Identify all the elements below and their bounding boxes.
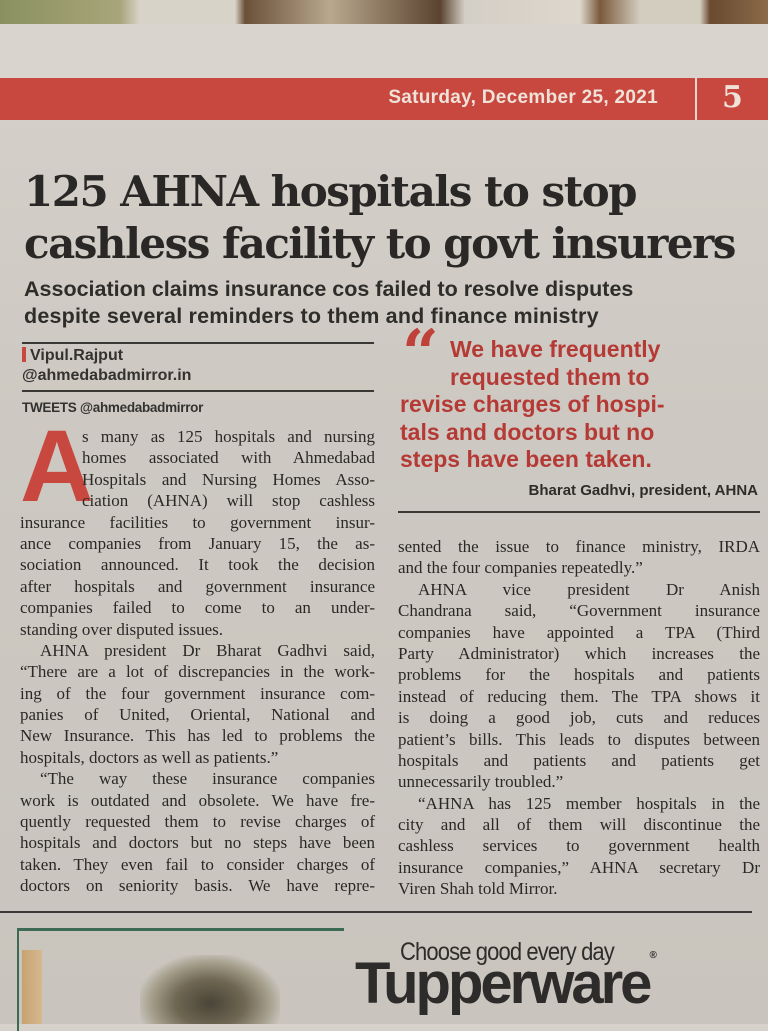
text-line: and the four companies repeatedly.” bbox=[398, 558, 643, 578]
pull-quote-line: steps have been taken. bbox=[400, 446, 652, 472]
ad-brand-logo: Tupperware® bbox=[355, 950, 657, 1017]
drop-cap: A bbox=[20, 409, 94, 523]
text-line: AHNA president Dr Bharat Gadhvi said, bbox=[40, 640, 375, 660]
paragraph: AHNA president Dr Bharat Gadhvi said, “Th… bbox=[20, 640, 375, 768]
pull-quote: We have frequently requested them to rev… bbox=[400, 336, 765, 474]
paragraph: AHNA vice president Dr Anish Chandrana sa… bbox=[398, 579, 760, 793]
photo-strip-above-page bbox=[0, 0, 768, 24]
ad-image-frame bbox=[17, 928, 344, 1031]
text-line: problems for the hospitals and patients bbox=[398, 665, 760, 685]
text-line: AHNA vice president Dr Anish bbox=[418, 579, 760, 599]
text-line: Hospitals and Nursing Homes Asso- bbox=[82, 469, 375, 489]
article-column-right: sented the issue to finance ministry, IR… bbox=[398, 536, 760, 900]
pull-quote-line: tals and doctors but no bbox=[400, 418, 655, 445]
headline-line: cashless facility to govt insurers bbox=[24, 219, 736, 268]
text-line: companies failed to come to an under- bbox=[20, 598, 375, 618]
text-line: insurance companies,” AHNA secretary Dr bbox=[398, 857, 760, 877]
text-line: hospitals, doctors as well as patients.” bbox=[20, 747, 279, 767]
article-end-rule bbox=[0, 911, 752, 913]
ad-brand-name: Tupperware bbox=[355, 951, 652, 1016]
tweets-handle: TWEETS @ahmedabadmirror bbox=[22, 400, 204, 415]
text-line: quently requested them to revise charges… bbox=[20, 812, 375, 832]
text-line: sociation announced. It took the decisio… bbox=[20, 555, 375, 575]
pull-quote-line: We have frequently bbox=[450, 336, 661, 362]
headline: 125 AHNA hospitals to stop cashless faci… bbox=[24, 166, 764, 270]
text-line: hospitals and patients and patients get bbox=[398, 750, 760, 770]
text-line: unnecessarily troubled.” bbox=[398, 772, 564, 792]
text-line: homes associated with Ahmedabad bbox=[82, 448, 375, 468]
text-line: sented the issue to finance ministry, IR… bbox=[398, 537, 760, 556]
text-line: is doing a good job, cuts and reduces bbox=[398, 708, 760, 728]
byline-handle: @ahmedabadmirror.in bbox=[22, 367, 192, 384]
ad-image bbox=[22, 950, 42, 1024]
byline: Vipul.Rajput @ahmedabadmirror.in bbox=[22, 346, 191, 386]
paragraph: s many as 125 hospitals and nursing homes… bbox=[20, 426, 375, 640]
paragraph: “AHNA has 125 member hospitals in the cit… bbox=[398, 793, 760, 900]
text-line: taken. They even fail to consider charge… bbox=[20, 854, 375, 874]
text-line: “AHNA has 125 member hospitals in the bbox=[418, 793, 760, 813]
byline-rule-top bbox=[22, 342, 374, 344]
pull-quote-line: requested them to bbox=[450, 363, 650, 390]
band-divider bbox=[695, 78, 697, 120]
text-line: “There are a lot of discrepancies in the… bbox=[20, 662, 375, 682]
ad-image bbox=[140, 955, 280, 1024]
text-line: panies of United, Oriental, National and bbox=[20, 705, 375, 725]
text-line: cashless services to government health bbox=[398, 836, 760, 856]
byline-marker bbox=[22, 347, 26, 362]
text-line: Party Administrator) which increases the bbox=[398, 643, 760, 663]
text-line: ing of the four government insurance com… bbox=[20, 683, 375, 703]
subhead-line: Association claims insurance cos failed … bbox=[24, 277, 634, 301]
byline-rule-bottom bbox=[22, 390, 374, 392]
page-margin bbox=[0, 24, 768, 78]
issue-date: Saturday, December 25, 2021 bbox=[388, 87, 658, 108]
pull-quote-rule bbox=[398, 511, 760, 513]
ad-tagline: Choose good every day bbox=[400, 938, 615, 966]
paragraph: “The way these insurance companies work i… bbox=[20, 768, 375, 896]
text-line: hospitals and doctors but no steps have … bbox=[20, 833, 375, 853]
text-line: Viren Shah told Mirror. bbox=[398, 879, 558, 899]
text-line: work is outdated and obsolete. We have f… bbox=[20, 790, 375, 810]
pull-quote-line: revise charges of hospi- bbox=[400, 391, 665, 417]
text-line: patient’s bills. This leads to disputes … bbox=[398, 729, 760, 749]
registered-mark: ® bbox=[649, 950, 657, 961]
text-line: city and all of them will discontinue th… bbox=[398, 815, 760, 835]
pull-quote-attribution: Bharat Gadhvi, president, AHNA bbox=[528, 482, 758, 499]
text-line: “The way these insurance companies bbox=[40, 769, 375, 789]
date-band bbox=[0, 78, 768, 120]
subheadline: Association claims insurance cos failed … bbox=[24, 276, 764, 330]
text-line: instead of reducing them. The TPA shows … bbox=[398, 686, 760, 706]
text-line: insurance facilities to government insur… bbox=[20, 512, 375, 532]
text-line: Chandrana said, “Government insurance bbox=[398, 601, 760, 621]
text-line: New Insurance. This has led to problems … bbox=[20, 726, 375, 746]
byline-author: Vipul.Rajput bbox=[30, 347, 124, 364]
quote-mark-icon: “ bbox=[402, 316, 439, 391]
article-column-left: s many as 125 hospitals and nursing homes… bbox=[20, 426, 375, 897]
text-line: doctors on seniority basis. We have repr… bbox=[20, 876, 375, 896]
text-line: after hospitals and government insurance bbox=[20, 576, 375, 596]
text-line: ance companies from January 15, the as- bbox=[20, 533, 375, 553]
headline-line: 125 AHNA hospitals to stop bbox=[24, 167, 637, 216]
paragraph: sented the issue to finance ministry, IR… bbox=[398, 536, 760, 579]
text-line: standing over disputed issues. bbox=[20, 619, 224, 639]
text-line: s many as 125 hospitals and nursing bbox=[82, 427, 375, 446]
text-line: companies have appointed a TPA (Third bbox=[398, 622, 760, 642]
text-line: ciation (AHNA) will stop cashless bbox=[82, 491, 375, 511]
subhead-line: despite several reminders to them and fi… bbox=[24, 304, 599, 328]
page-number: 5 bbox=[722, 80, 743, 115]
